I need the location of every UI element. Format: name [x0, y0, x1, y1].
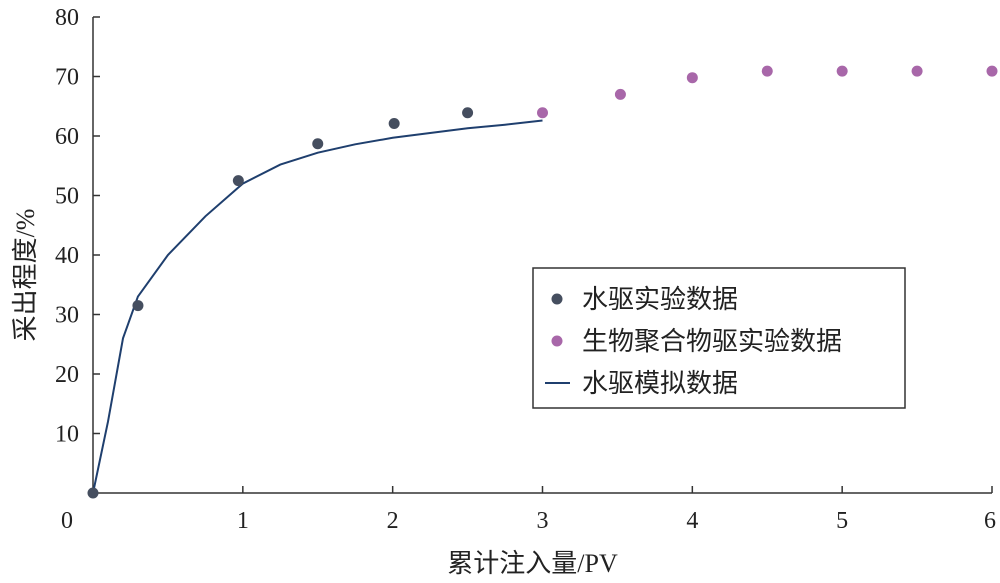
x-tick-label: 0: [61, 508, 73, 534]
legend-marker: [551, 335, 563, 347]
x-tick-label: 5: [836, 508, 848, 534]
y-tick-label: 10: [55, 422, 79, 448]
biopolymer-flood-point: [986, 65, 998, 77]
legend-label: 生物聚合物驱实验数据: [582, 327, 842, 356]
y-tick-label: 20: [55, 362, 79, 388]
y-tick-label: 60: [55, 124, 79, 150]
water-flood-point: [388, 118, 400, 130]
legend-marker: [551, 293, 563, 305]
y-tick-label: 30: [55, 303, 79, 329]
x-tick-label: 2: [387, 508, 399, 534]
x-axis-title: 累计注入量/PV: [447, 549, 618, 578]
simulation-line: [92, 119, 543, 494]
biopolymer-flood-point: [836, 65, 848, 77]
water-flood-point: [87, 487, 99, 499]
x-tick-label: 3: [537, 508, 549, 534]
water-flood-point: [232, 175, 244, 187]
biopolymer-flood-point: [614, 88, 626, 100]
x-tick-label: 6: [984, 508, 996, 534]
y-tick-label: 50: [55, 184, 79, 210]
legend-label: 水驱实验数据: [582, 285, 738, 314]
x-tick-label: 1: [237, 508, 249, 534]
biopolymer-flood-point: [686, 72, 698, 84]
legend-box: [532, 267, 906, 409]
y-axis-title: 采出程度/%: [11, 209, 40, 342]
biopolymer-flood-point: [761, 65, 773, 77]
biopolymer-flood-point: [537, 107, 548, 119]
water-flood-point: [312, 138, 324, 150]
water-flood-point: [462, 107, 474, 119]
y-tick-label: 80: [55, 5, 79, 31]
y-tick-label: 70: [55, 65, 79, 91]
biopolymer-flood-point: [911, 65, 923, 77]
x-tick-label: 4: [686, 508, 698, 534]
y-tick-label: 40: [55, 243, 79, 269]
legend-label: 水驱模拟数据: [582, 369, 738, 398]
water-flood-point: [132, 300, 144, 312]
